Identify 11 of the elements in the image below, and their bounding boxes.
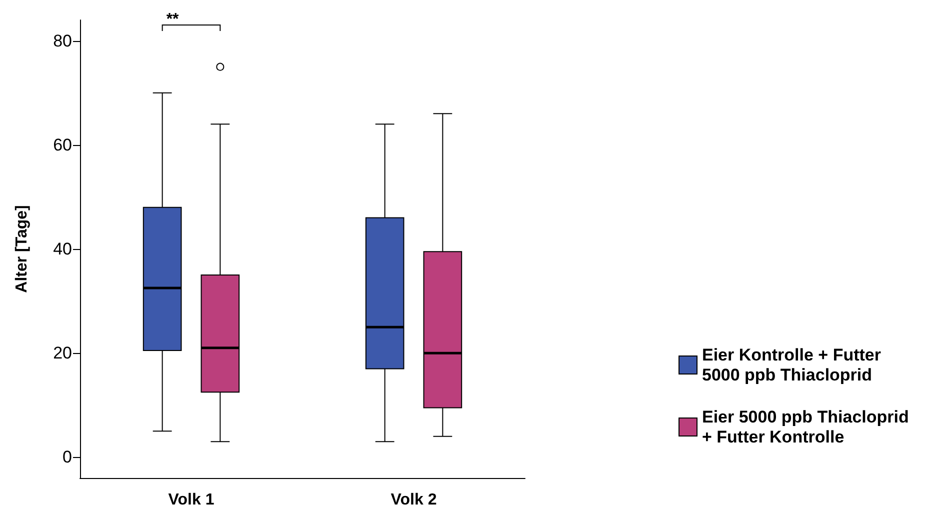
y-tick-label: 20: [53, 344, 72, 363]
y-tick-label: 80: [53, 31, 72, 50]
annotation: **: [166, 11, 180, 28]
y-tick-label: 60: [53, 135, 72, 154]
legend-label: Eier 5000 ppb Thiacloprid + Futter Kontrolle: [702, 408, 914, 446]
legend-label: Eier Kontrolle + Futter 5000 ppb Thiacloprid: [702, 346, 886, 384]
x-tick-label: Volk 1: [168, 492, 214, 508]
y-axis-title: Alter [Tage]: [14, 205, 30, 293]
y-tick-label: 40: [53, 240, 72, 258]
x-tick-label: Volk 2: [390, 492, 437, 508]
y-tick-label: 0: [62, 448, 72, 467]
